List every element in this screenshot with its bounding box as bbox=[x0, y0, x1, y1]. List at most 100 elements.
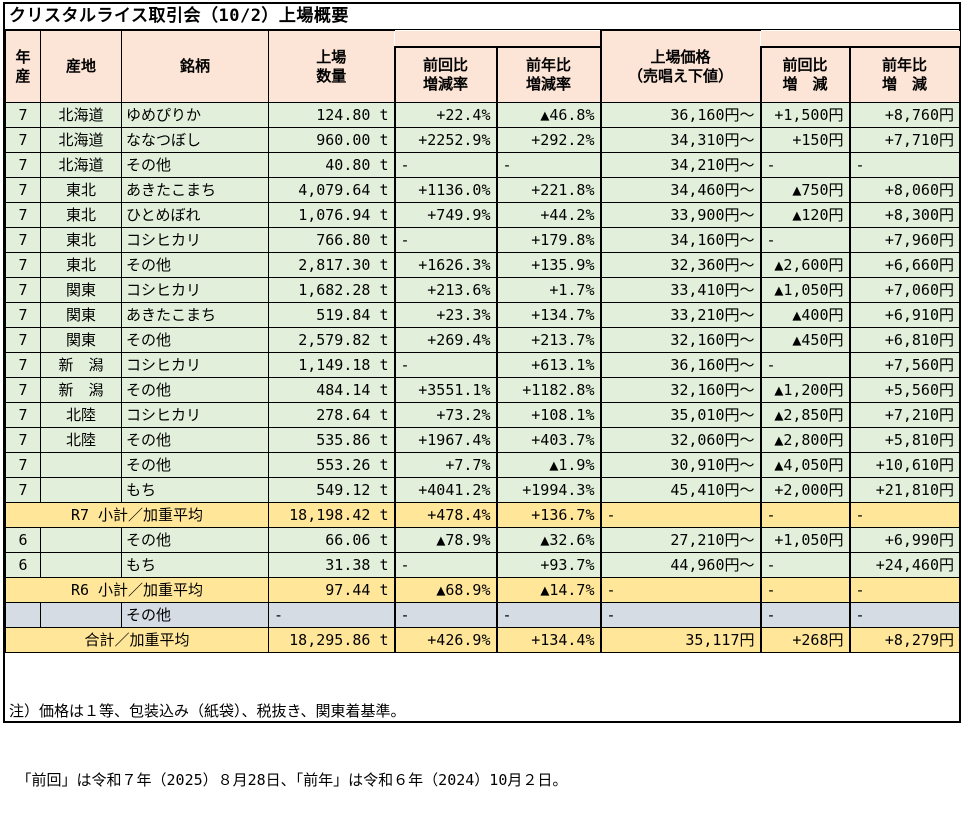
cell: 31.38 t bbox=[268, 552, 395, 578]
cell: +1182.8% bbox=[495, 377, 601, 403]
cell: +136.7% bbox=[495, 502, 601, 528]
cell: 549.12 t bbox=[268, 477, 395, 503]
table-body: 7 北海道 ゆめぴりか 124.80 t +22.4% ▲46.8% 36,160円～ +1,… bbox=[5, 102, 960, 653]
cell: 66.06 t bbox=[268, 527, 395, 553]
table-row-data: 7 北海道 その他 40.80 t - -34,210円～ - - bbox=[5, 152, 960, 178]
cell: コシヒカリ bbox=[121, 352, 269, 378]
cell: 7 bbox=[5, 177, 41, 203]
cell: - bbox=[495, 602, 601, 628]
cell: 40.80 t bbox=[268, 152, 395, 178]
cell: 35,010円～ bbox=[599, 402, 761, 428]
listing-table: 年 産 産地 銘柄 上場 数量 上場価格 （売唱え下値） 前回比 増減率 前年比… bbox=[5, 30, 961, 653]
cell: 7 bbox=[5, 252, 41, 278]
cell: +1.7% bbox=[495, 277, 601, 303]
cell: ▲750円 bbox=[759, 177, 850, 203]
table-header: 年 産 産地 銘柄 上場 数量 上場価格 （売唱え下値） 前回比 増減率 前年比… bbox=[5, 30, 961, 103]
cell: - bbox=[393, 152, 497, 178]
cell: 535.86 t bbox=[268, 427, 395, 453]
cell: 484.14 t bbox=[268, 377, 395, 403]
cell: 18,295.86 t bbox=[268, 627, 395, 653]
cell: 東北 bbox=[40, 227, 122, 253]
cell: ▲400円 bbox=[759, 302, 850, 328]
cell: - bbox=[759, 352, 850, 378]
cell: ▲68.9% bbox=[393, 577, 497, 603]
cell: +1626.3% bbox=[393, 252, 497, 278]
cell: 7 bbox=[5, 452, 41, 478]
table-row-data: 7 東北 コシヒカリ 766.80 t - +179.8% 34,160円～ - +7,960円 bbox=[5, 227, 960, 253]
cell: - bbox=[599, 502, 761, 528]
cell: 7 bbox=[5, 402, 41, 428]
cell: +1967.4% bbox=[393, 427, 497, 453]
table-row-data: 7 もち 549.12 t +4041.2% +1994.3% 45,410円～ +2,00… bbox=[5, 477, 960, 503]
cell: 4,079.64 t bbox=[268, 177, 395, 203]
table-row-data: 7 北海道 ななつぼし 960.00 t +2252.9% +292.2% 34,310円～… bbox=[5, 127, 960, 153]
cell: 東北 bbox=[40, 202, 122, 228]
cell: - bbox=[759, 152, 850, 178]
cell: +7,710円 bbox=[848, 127, 960, 153]
cell: その他 bbox=[121, 452, 269, 478]
cell: +4041.2% bbox=[393, 477, 497, 503]
cell: +1994.3% bbox=[495, 477, 601, 503]
cell: - bbox=[848, 602, 960, 628]
cell: ななつぼし bbox=[121, 127, 269, 153]
table-row-data: 7 関東 あきたこまち 519.84 t +23.3% +134.7% 33,210円～ ▲4… bbox=[5, 302, 960, 328]
cell bbox=[40, 527, 122, 553]
cell: - bbox=[495, 152, 601, 178]
cell bbox=[40, 552, 122, 578]
cell: +403.7% bbox=[495, 427, 601, 453]
header-spacer bbox=[394, 30, 601, 47]
cell: 東北 bbox=[40, 177, 122, 203]
cell: 34,460円～ bbox=[599, 177, 761, 203]
cell: - bbox=[393, 227, 497, 253]
cell: +134.4% bbox=[495, 627, 601, 653]
cell: もち bbox=[121, 552, 269, 578]
cell: ▲14.7% bbox=[495, 577, 601, 603]
cell: その他 bbox=[121, 602, 269, 628]
cell: 45,410円～ bbox=[599, 477, 761, 503]
cell: 2,579.82 t bbox=[268, 327, 395, 353]
cell: 553.26 t bbox=[268, 452, 395, 478]
cell: - bbox=[848, 577, 960, 603]
col-header-diff-prev: 前回比 増 減 bbox=[759, 45, 851, 103]
cell: ひとめぼれ bbox=[121, 202, 269, 228]
cell: 32,360円～ bbox=[599, 252, 761, 278]
table-row-subtotal: R6 小計／加重平均 97.44 t ▲68.9% ▲14.7% - - - bbox=[5, 577, 960, 603]
table-row-empty: その他 - - - - - - bbox=[5, 602, 960, 628]
cell: 7 bbox=[5, 227, 41, 253]
col-header-price: 上場価格 （売唱え下値） bbox=[599, 30, 761, 103]
cell: 7 bbox=[5, 127, 41, 153]
cell: ▲120円 bbox=[759, 202, 850, 228]
col-header-diff-yoy: 前年比 増 減 bbox=[848, 45, 961, 103]
cell: 新 潟 bbox=[40, 377, 122, 403]
table-row-data: 7 東北 あきたこまち 4,079.64 t +1136.0% +221.8% 34,460… bbox=[5, 177, 960, 203]
cell: 6 bbox=[5, 552, 41, 578]
cell: +426.9% bbox=[393, 627, 497, 653]
cell: - bbox=[759, 552, 850, 578]
cell: 7 bbox=[5, 352, 41, 378]
cell: 7 bbox=[5, 102, 41, 128]
cell: 7 bbox=[5, 302, 41, 328]
cell: もち bbox=[121, 477, 269, 503]
col-header-quantity: 上場 数量 bbox=[268, 30, 395, 103]
cell: +478.4% bbox=[393, 502, 497, 528]
table-row-subtotal: R7 小計／加重平均 18,198.42 t +478.4% +136.7% - - - bbox=[5, 502, 960, 528]
cell: +5,810円 bbox=[848, 427, 960, 453]
cell: 7 bbox=[5, 427, 41, 453]
cell: 北陸 bbox=[40, 402, 122, 428]
cell: +179.8% bbox=[495, 227, 601, 253]
cell: +2252.9% bbox=[393, 127, 497, 153]
cell: - bbox=[759, 602, 850, 628]
cell: +6,660円 bbox=[848, 252, 960, 278]
cell: 7 bbox=[5, 477, 41, 503]
cell: その他 bbox=[121, 252, 269, 278]
table-row-data: 7 北陸 その他 535.86 t +1967.4% +403.7% 32,060円～ ▲2,… bbox=[5, 427, 960, 453]
cell: 北陸 bbox=[40, 427, 122, 453]
cell: 30,910円～ bbox=[599, 452, 761, 478]
cell: 44,960円～ bbox=[599, 552, 761, 578]
header-spacer bbox=[760, 30, 960, 47]
cell: +108.1% bbox=[495, 402, 601, 428]
cell: +269.4% bbox=[393, 327, 497, 353]
cell: 124.80 t bbox=[268, 102, 395, 128]
cell: +73.2% bbox=[393, 402, 497, 428]
table-row-data: 7 北海道 ゆめぴりか 124.80 t +22.4% ▲46.8% 36,160円～ +1,… bbox=[5, 102, 960, 128]
